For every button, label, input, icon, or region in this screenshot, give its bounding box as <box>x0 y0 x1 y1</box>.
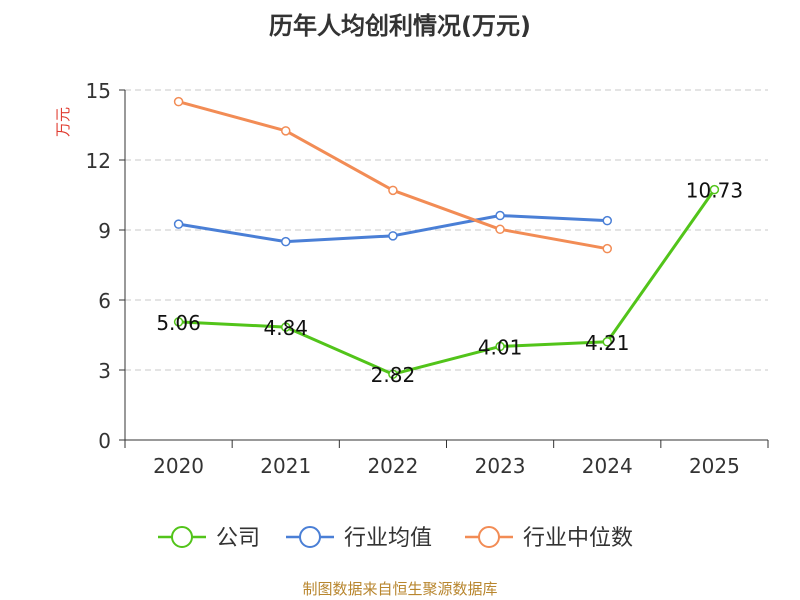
x-tick-label: 2022 <box>367 454 418 478</box>
legend-marker <box>478 526 500 548</box>
x-tick-label: 2020 <box>153 454 204 478</box>
data-point <box>602 215 612 226</box>
series-0: 5.06 4.84 2.82 4.01 4.21 10.73 <box>156 179 743 388</box>
data-point <box>709 184 720 195</box>
data-point <box>281 236 291 247</box>
data-point <box>388 369 398 379</box>
y-tick-label: 0 <box>98 429 111 453</box>
legend-item[interactable]: 行业中位数 <box>465 526 633 551</box>
grid-lines <box>125 89 768 371</box>
series-2 <box>173 96 612 254</box>
legend-label: 行业均值 <box>344 526 432 551</box>
x-tick-label: 2021 <box>260 454 311 478</box>
data-point <box>388 185 398 196</box>
data-point <box>173 219 184 229</box>
chart-title: 历年人均创利情况(万元) <box>269 12 531 40</box>
y-tick-label: 15 <box>86 79 111 103</box>
axes: 0 3 6 9 12 15 2020 2021 2022 2023 2024 2025 <box>86 79 769 478</box>
data-label: 4.21 <box>585 331 630 355</box>
y-tick-label: 12 <box>86 149 111 173</box>
legend-item[interactable]: 行业均值 <box>286 526 432 551</box>
y-axis-label: 万元 <box>54 107 72 137</box>
legend-label: 行业中位数 <box>523 526 633 551</box>
data-point <box>495 210 505 221</box>
data-label: 4.84 <box>263 316 308 340</box>
legend-marker <box>299 526 321 548</box>
series-line <box>178 188 716 376</box>
data-point <box>281 322 291 332</box>
y-tick-label: 9 <box>98 219 111 243</box>
data-point <box>173 96 184 107</box>
data-point <box>173 317 184 327</box>
data-point <box>602 337 612 347</box>
legend-label: 公司 <box>216 526 260 551</box>
data-point <box>602 243 612 254</box>
data-label: 10.73 <box>686 179 743 203</box>
data-label: 5.06 <box>156 311 201 335</box>
x-tick-label: 2025 <box>689 454 740 478</box>
data-point <box>495 341 505 352</box>
y-tick-label: 3 <box>98 359 111 383</box>
legend-marker <box>171 526 193 548</box>
series-1 <box>173 210 612 247</box>
data-label: 4.01 <box>478 335 523 359</box>
data-point <box>495 224 505 235</box>
series-line <box>178 100 608 251</box>
data-point <box>281 126 291 136</box>
y-tick-label: 6 <box>98 289 111 313</box>
legend-item[interactable]: 公司 <box>158 526 260 551</box>
source-note: 制图数据来自恒生聚源数据库 <box>302 580 497 598</box>
x-tick-label: 2023 <box>475 454 526 478</box>
legend: 公司 行业均值 行业中位数 <box>158 526 633 551</box>
series-layer: 5.06 4.84 2.82 4.01 4.21 10.73 <box>156 96 743 388</box>
data-point <box>388 231 398 241</box>
data-label: 2.82 <box>371 363 416 387</box>
x-tick-label: 2024 <box>582 454 633 478</box>
